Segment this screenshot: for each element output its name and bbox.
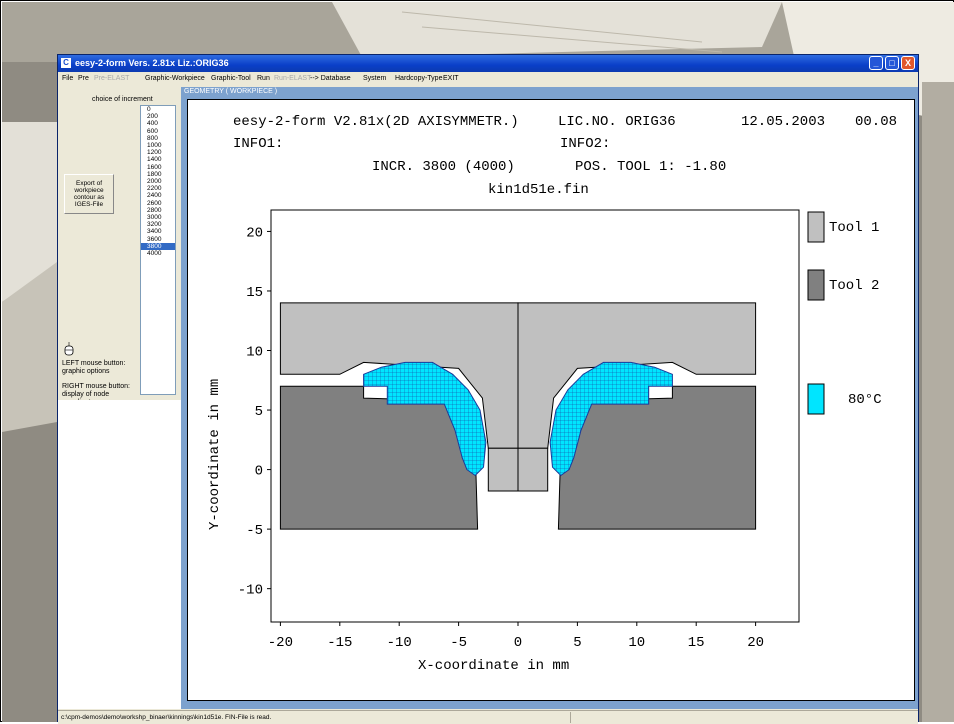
increment-item[interactable]: 2600 [147,199,162,207]
tool-position-text: POS. TOOL 1: -1.80 [575,159,726,175]
x-tick-label: 15 [688,635,705,651]
increment-item[interactable]: 1400 [147,156,162,164]
maximize-button[interactable]: □ [885,56,899,70]
increment-item[interactable]: 1000 [147,142,162,150]
left-empty-area [58,400,181,709]
workpiece-right [549,361,673,477]
menu-graphic-tool[interactable]: Graphic-Tool [211,75,251,82]
y-tick-label: 15 [246,285,263,301]
app-icon: C [61,58,71,68]
y-tick-label: -10 [238,583,263,599]
geometry-canvas[interactable]: eesy-2-form V2.81x(2D AXISYMMETR.) LIC.N… [187,99,915,701]
menu-file[interactable]: File [62,75,74,82]
geometry-panel-title: GEOMETRY ( WORKPIECE ) [184,88,278,95]
status-text: c:\cpm-demos\demo\workshp_binaer\kinning… [61,714,272,721]
x-tick-label: -5 [450,635,467,651]
menu-system[interactable]: System [363,75,387,82]
menu-pre[interactable]: Pre [78,75,89,82]
legend-label: Tool 1 [829,220,879,236]
y-tick-label: 5 [255,404,263,420]
export-iges-button[interactable]: Export of workpiece contour as IGES-File [64,174,114,214]
increment-text: INCR. 3800 (4000) [372,159,515,175]
menu-run[interactable]: Run [257,75,270,82]
menu-pre-elast: Pre-ELAST [94,75,130,82]
window-title: eesy-2-form Vers. 2.81x Liz.:ORIG36 [75,58,229,68]
y-tick-label: 20 [246,225,263,241]
y-tick-label: -5 [246,523,263,539]
increment-item[interactable]: 0 [147,106,151,113]
y-axis-label: Y-coordinate in mm [207,379,223,530]
workpiece-left [363,361,487,477]
x-tick-label: 20 [747,635,764,651]
increment-item[interactable]: 600 [147,127,158,135]
menu-run-elast: Run-ELAST [274,75,312,82]
increment-item[interactable]: 1600 [147,163,162,171]
x-tick-label: 10 [628,635,645,651]
minimize-button[interactable]: _ [869,56,883,70]
filename-text: kin1d51e.fin [488,182,589,198]
increment-list[interactable]: 0 200 400 600 800 1000 1200 1400 1600 1800 2000 220… [140,105,176,395]
header-time: 00.08 [855,114,897,130]
legend-swatch [807,269,825,301]
increment-item[interactable]: 3800 [141,242,175,251]
y-tick-label: 10 [246,345,263,361]
header-program: eesy-2-form V2.81x(2D AXISYMMETR.) [233,114,519,130]
increment-item[interactable]: 2000 [147,178,162,186]
status-bar: c:\cpm-demos\demo\workshp_binaer\kinning… [58,710,918,724]
info2-label: INFO2: [560,136,610,152]
header-date: 12.05.2003 [741,114,825,130]
increment-item[interactable]: 2800 [147,206,162,214]
left-mouse-help: LEFT mouse button: graphic options [62,360,126,375]
increment-item[interactable]: 4000 [147,250,162,258]
increment-item[interactable]: 3200 [147,221,162,229]
title-bar[interactable]: C eesy-2-form Vers. 2.81x Liz.:ORIG36 _ … [58,55,918,72]
increment-item[interactable]: 3400 [147,228,162,236]
close-button[interactable]: X [901,56,915,70]
x-axis-label: X-coordinate in mm [418,658,569,674]
menu-graphic-workpiece[interactable]: Graphic-Workpiece [145,75,205,82]
legend-swatch [807,211,825,243]
increment-item[interactable]: 400 [147,120,158,128]
menu-exit[interactable]: EXIT [443,75,459,82]
menu-database[interactable]: --> Database [310,75,351,82]
plot-frame [270,209,800,623]
x-tick-label: -20 [268,635,293,651]
increment-item[interactable]: 3000 [147,214,162,222]
increment-choice-label: choice of increment [92,96,153,103]
x-tick-label: 5 [573,635,581,651]
left-panel: choice of increment Export of workpiece … [58,87,180,406]
x-tick-label: -10 [387,635,412,651]
increment-item[interactable]: 200 [147,113,158,121]
application-window: C eesy-2-form Vers. 2.81x Liz.:ORIG36 _ … [57,54,919,724]
increment-item[interactable]: 3600 [147,235,162,243]
mouse-icon [64,342,74,356]
status-separator [570,712,571,723]
x-tick-label: -15 [327,635,352,651]
increment-item[interactable]: 2400 [147,192,162,200]
menu-bar: File Pre Pre-ELAST Graphic-Workpiece Gra… [58,72,918,86]
legend-label: Tool 2 [829,278,879,294]
header-license: LIC.NO. ORIG36 [558,114,676,130]
increment-item[interactable]: 2200 [147,185,162,193]
geometry-plot[interactable]: eesy-2-form V2.81x(2D AXISYMMETR.) LIC.N… [188,100,914,700]
legend-label: 80°C [848,392,882,408]
x-tick-label: 0 [514,635,522,651]
increment-item[interactable]: 1200 [147,149,162,157]
export-iges-label: Export of workpiece contour as IGES-File [73,180,105,208]
y-tick-label: 0 [255,464,263,480]
legend-swatch [807,383,825,415]
increment-item[interactable]: 1800 [147,170,162,178]
menu-hardcopy-type[interactable]: Hardcopy-Type [395,75,443,82]
increment-item[interactable]: 800 [147,134,158,142]
info1-label: INFO1: [233,136,283,152]
